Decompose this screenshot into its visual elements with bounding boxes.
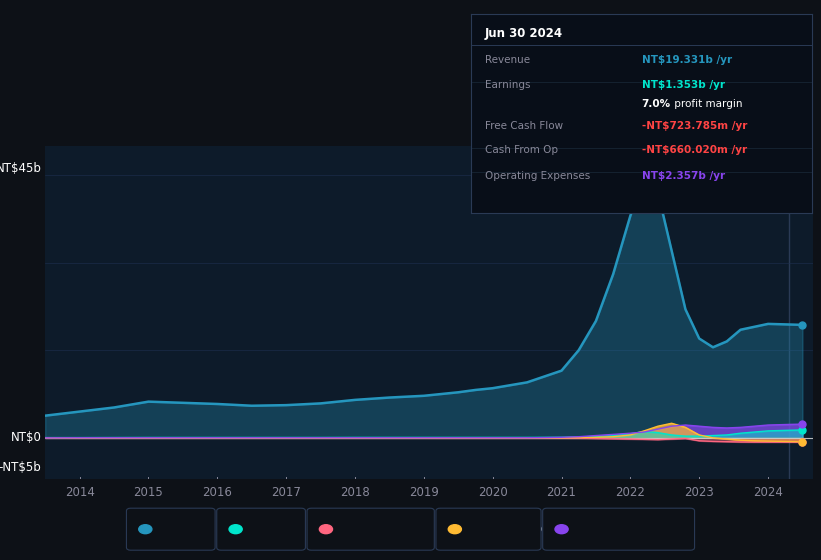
Text: Cash From Op: Cash From Op [466,524,543,534]
Text: Revenue: Revenue [157,524,204,534]
Point [796,437,809,446]
Text: Earnings: Earnings [247,524,294,534]
Text: 2015: 2015 [134,486,163,499]
Text: 2014: 2014 [65,486,94,499]
Point [796,426,809,435]
Text: Revenue: Revenue [485,55,530,65]
Text: -NT$723.785m /yr: -NT$723.785m /yr [642,122,747,132]
Text: 7.0%: 7.0% [642,100,671,109]
Text: NT$19.331b /yr: NT$19.331b /yr [642,55,732,65]
Text: 2021: 2021 [547,486,576,499]
Text: NT$2.357b /yr: NT$2.357b /yr [642,171,725,181]
Text: 2017: 2017 [271,486,301,499]
Text: 2019: 2019 [409,486,438,499]
Text: -NT$5b: -NT$5b [0,461,41,474]
Text: Operating Expenses: Operating Expenses [485,171,590,181]
Text: Free Cash Flow: Free Cash Flow [485,122,563,132]
Text: 2018: 2018 [340,486,369,499]
Text: Operating Expenses: Operating Expenses [573,524,683,534]
Point [796,419,809,428]
Point [796,437,809,446]
Text: Jun 30 2024: Jun 30 2024 [485,27,563,40]
Point [796,320,809,329]
Text: profit margin: profit margin [671,100,742,109]
Text: 2020: 2020 [478,486,507,499]
Text: Cash From Op: Cash From Op [485,145,558,155]
Text: Earnings: Earnings [485,80,530,90]
Text: -NT$660.020m /yr: -NT$660.020m /yr [642,145,747,155]
Text: 2016: 2016 [202,486,232,499]
Text: NT$1.353b /yr: NT$1.353b /yr [642,80,725,90]
Text: Free Cash Flow: Free Cash Flow [337,524,420,534]
Text: 2023: 2023 [685,486,714,499]
Text: 2024: 2024 [753,486,783,499]
Text: NT$0: NT$0 [11,431,41,445]
Text: 2022: 2022 [616,486,645,499]
Text: NT$45b: NT$45b [0,162,41,175]
